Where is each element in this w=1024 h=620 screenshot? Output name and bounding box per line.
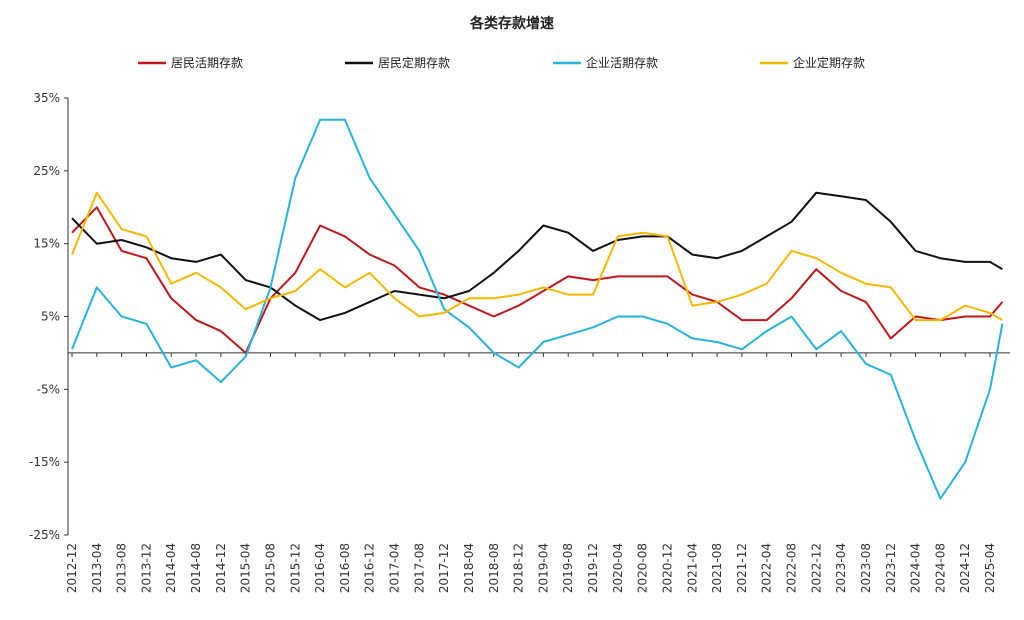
y-tick-label: 5% [41, 310, 60, 324]
x-tick-label: 2022-04 [760, 543, 774, 593]
x-tick-label: 2025-04 [983, 543, 997, 593]
x-tick-label: 2015-04 [239, 543, 253, 593]
x-axis: 2012-12 2013-04 2013-08 2013-12 2014-04 2014-… [65, 352, 1010, 593]
x-tick-label: 2016-08 [338, 543, 352, 593]
series-group [71, 118, 1004, 500]
x-tick-label: 2013-08 [115, 543, 129, 593]
x-tick-label: 2017-04 [388, 543, 402, 593]
x-tick-label: 2017-08 [412, 543, 426, 593]
x-tick-label: 2024-12 [958, 543, 972, 593]
x-tick-label: 2024-04 [909, 543, 923, 593]
x-tick-label: 2021-12 [735, 543, 749, 593]
x-tick-label: 2013-12 [139, 543, 153, 593]
y-tick-label: -15% [29, 455, 60, 469]
x-tick-label: 2022-12 [809, 543, 823, 593]
x-tick-label: 2013-04 [90, 543, 104, 593]
series-line-1 [71, 206, 1004, 354]
x-tick-label: 2016-12 [363, 543, 377, 593]
x-tick-label: 2023-04 [834, 543, 848, 593]
y-tick-label: -5% [37, 382, 60, 396]
series-line-3 [71, 118, 1004, 500]
x-tick-label: 2014-04 [164, 543, 178, 593]
x-tick-label: 2024-08 [933, 543, 947, 593]
x-tick-label: 2020-08 [636, 543, 650, 593]
x-tick-label: 2015-08 [263, 543, 277, 593]
x-tick-label: 2012-12 [65, 543, 79, 593]
series-line-2 [71, 191, 1003, 322]
x-tick-label: 2017-12 [437, 543, 451, 593]
x-tick-label: 2023-12 [884, 543, 898, 593]
x-tick-label: 2019-12 [586, 543, 600, 593]
x-tick-label: 2021-04 [685, 543, 699, 593]
series-line-4 [71, 191, 1003, 322]
legend-label: 居民定期存款 [378, 55, 450, 70]
x-tick-label: 2019-04 [536, 543, 550, 593]
x-tick-label: 2018-12 [512, 543, 526, 593]
legend-label: 企业活期存款 [586, 55, 658, 70]
x-tick-label: 2018-08 [487, 543, 501, 593]
x-tick-label: 2019-08 [561, 543, 575, 593]
legend-label: 企业定期存款 [793, 55, 865, 70]
chart-title: 各类存款增速 [469, 15, 554, 32]
x-tick-label: 2023-08 [859, 543, 873, 593]
legend-label: 居民活期存款 [171, 56, 243, 70]
y-axis: 35% 25% 15% 5% -5% -15% -25% [29, 91, 69, 542]
x-tick-label: 2018-04 [462, 543, 476, 593]
x-tick-label: 2022-08 [785, 543, 799, 593]
y-tick-label: -25% [29, 528, 60, 542]
x-tick-label: 2020-04 [611, 543, 625, 593]
x-tick-label: 2014-12 [214, 543, 228, 593]
x-tick-label: 2015-12 [288, 543, 302, 593]
x-tick-label: 2014-08 [189, 543, 203, 593]
x-tick-label: 2020-12 [660, 543, 674, 593]
y-tick-label: 15% [33, 237, 60, 251]
legend: 居民活期存款 居民定期存款 企业活期存款 企业定期存款 [138, 55, 865, 70]
y-tick-label: 35% [33, 91, 60, 105]
x-tick-label: 2016-04 [313, 543, 327, 593]
y-tick-label: 25% [33, 164, 60, 178]
x-tick-label: 2021-08 [710, 543, 724, 593]
